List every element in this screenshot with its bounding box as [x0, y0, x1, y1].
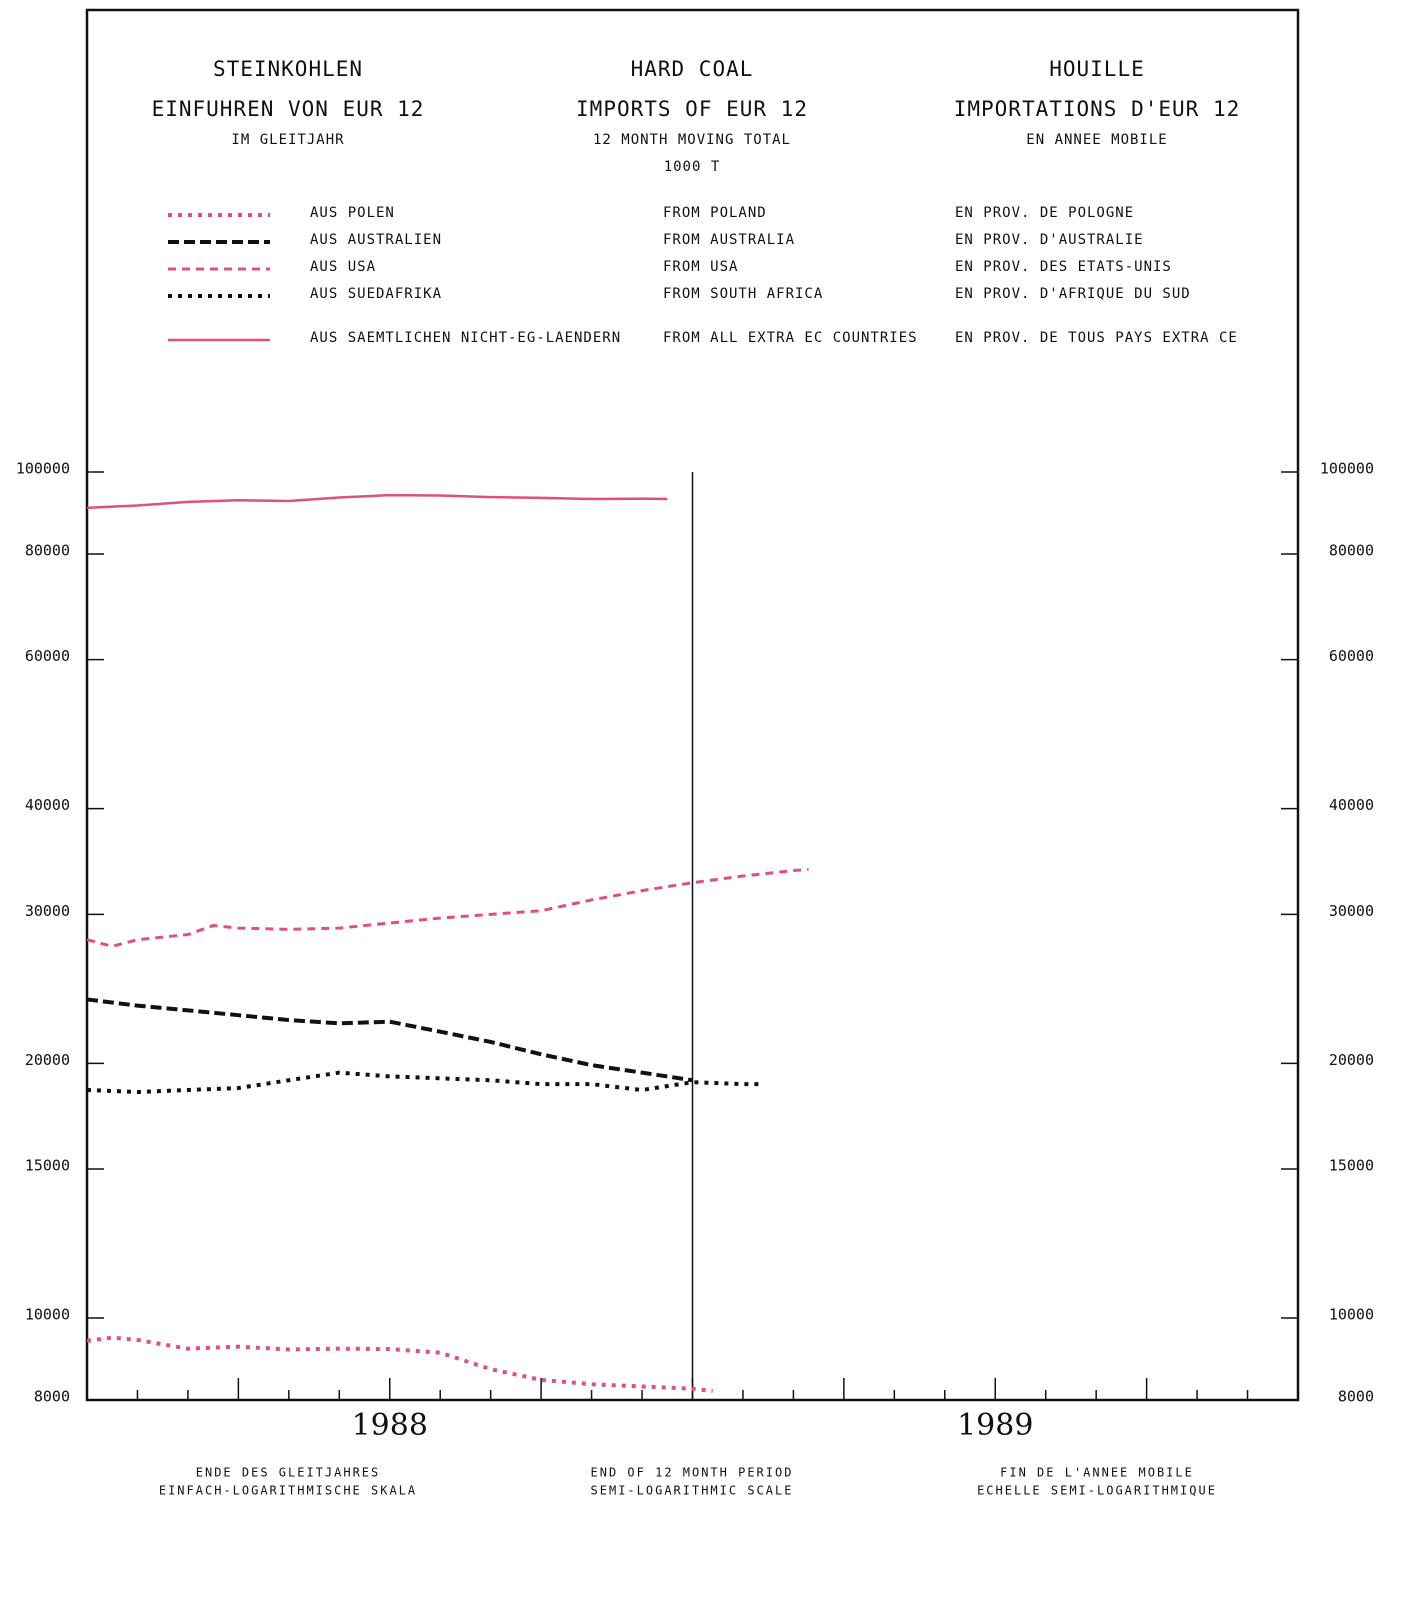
- legend-label: AUS SAEMTLICHEN NICHT-EG-LAENDERN: [310, 330, 621, 346]
- legend-label: FROM ALL EXTRA EC COUNTRIES: [663, 330, 918, 346]
- y-tick-label: 15000: [1329, 1157, 1374, 1175]
- data-line: [86, 867, 809, 948]
- legend-label: EN PROV. DE TOUS PAYS EXTRA CE: [955, 330, 1238, 346]
- header-text: 1000 T: [664, 159, 721, 175]
- y-tick-label: 40000: [25, 796, 70, 814]
- legend-label: EN PROV. DE POLOGNE: [955, 205, 1134, 221]
- y-tick-label: 10000: [1329, 1306, 1374, 1324]
- data-line: [86, 997, 693, 1083]
- legend-label: FROM SOUTH AFRICA: [663, 286, 823, 302]
- header-text: EINFUHREN VON EUR 12: [152, 97, 425, 121]
- y-tick-label: 40000: [1329, 796, 1374, 814]
- y-tick-label: 80000: [25, 541, 70, 559]
- header-text: STEINKOHLEN: [213, 57, 363, 81]
- y-tick-label: 100000: [16, 460, 70, 478]
- y-tick-label: 8000: [1338, 1388, 1374, 1406]
- footer-text: ECHELLE SEMI-LOGARITHMIQUE: [977, 1484, 1217, 1498]
- y-tick-label: 8000: [34, 1388, 70, 1406]
- y-tick-label: 100000: [1320, 460, 1374, 478]
- footer-text: ENDE DES GLEITJAHRES: [196, 1466, 381, 1480]
- legend-label: FROM POLAND: [663, 205, 767, 221]
- footer-text: EINFACH-LOGARITHMISCHE SKALA: [159, 1484, 417, 1498]
- footer-text: SEMI-LOGARITHMIC SCALE: [591, 1484, 794, 1498]
- y-tick-label: 30000: [1329, 902, 1374, 920]
- legend-label: AUS AUSTRALIEN: [310, 232, 442, 248]
- year-label: 1989: [957, 1408, 1033, 1443]
- header-text: IM GLEITJAHR: [231, 132, 344, 148]
- legend-label: FROM USA: [663, 259, 738, 275]
- legend-label: EN PROV. DES ETATS-UNIS: [955, 259, 1172, 275]
- data-line: [86, 1070, 764, 1094]
- header-text: 12 MONTH MOVING TOTAL: [593, 132, 791, 148]
- y-tick-label: 30000: [25, 902, 70, 920]
- header-text: HARD COAL: [631, 57, 754, 81]
- legend-label: AUS POLEN: [310, 205, 395, 221]
- legend-label: AUS USA: [310, 259, 376, 275]
- legend-label: AUS SUEDAFRIKA: [310, 286, 442, 302]
- year-label: 1988: [352, 1408, 428, 1443]
- footer-text: END OF 12 MONTH PERIOD: [591, 1466, 794, 1480]
- y-tick-label: 10000: [25, 1306, 70, 1324]
- footer-text: FIN DE L'ANNEE MOBILE: [1000, 1466, 1194, 1480]
- legend-label: FROM AUSTRALIA: [663, 232, 795, 248]
- legend-label: EN PROV. D'AFRIQUE DU SUD: [955, 286, 1191, 302]
- data-line: [86, 493, 668, 510]
- legend-label: EN PROV. D'AUSTRALIE: [955, 232, 1144, 248]
- header-text: HOUILLE: [1049, 57, 1145, 81]
- y-tick-label: 15000: [25, 1157, 70, 1175]
- y-tick-label: 60000: [1329, 647, 1374, 665]
- y-tick-label: 80000: [1329, 541, 1374, 559]
- y-tick-label: 60000: [25, 647, 70, 665]
- y-tick-label: 20000: [25, 1051, 70, 1069]
- header-text: IMPORTS OF EUR 12: [576, 97, 808, 121]
- header-text: IMPORTATIONS D'EUR 12: [954, 97, 1241, 121]
- header-text: EN ANNEE MOBILE: [1026, 132, 1167, 148]
- data-line: [86, 1335, 713, 1393]
- y-tick-label: 20000: [1329, 1051, 1374, 1069]
